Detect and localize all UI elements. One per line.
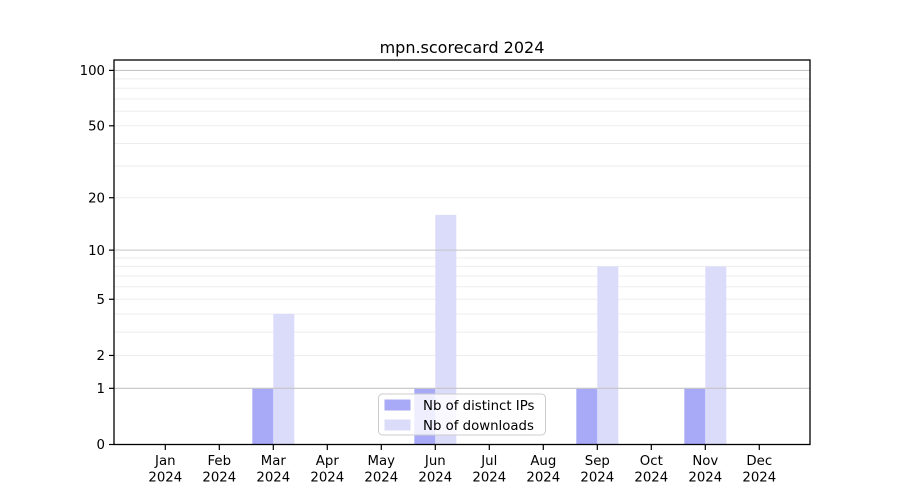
x-tick-label-year-feb-2024: 2024 — [202, 471, 236, 486]
bar-nb-of-downloads-jun-2024 — [435, 214, 457, 445]
x-tick-label-year-jan-2024: 2024 — [148, 471, 182, 486]
x-tick-label-year-aug-2024: 2024 — [526, 471, 560, 486]
legend-swatch-distinct-ips — [384, 399, 411, 411]
plot-frame — [113, 59, 811, 446]
minor-gridlines — [114, 78, 810, 356]
y-tick-label-10: 10 — [88, 244, 105, 259]
bar-nb-of-downloads-nov-2024 — [705, 266, 727, 445]
x-tick-label-year-oct-2024: 2024 — [634, 471, 668, 486]
x-tick-label-year-nov-2024: 2024 — [688, 471, 722, 486]
y-tick-label-0: 0 — [97, 438, 105, 453]
x-tick-label-month-jul-2024: Jul — [480, 454, 497, 469]
y-tick-label-20: 20 — [88, 191, 105, 206]
y-tick-label-2: 2 — [97, 349, 105, 364]
y-tick-label-50: 50 — [88, 119, 105, 134]
y-tick-label-100: 100 — [80, 64, 105, 79]
y-axis: 0 1 2 5 10 20 50 100 — [80, 64, 114, 453]
x-tick-label-year-jul-2024: 2024 — [472, 471, 506, 486]
legend: Nb of distinct IPs Nb of downloads — [378, 393, 546, 436]
legend-label-downloads: Nb of downloads — [423, 419, 534, 434]
legend-swatch-downloads — [384, 419, 411, 431]
major-gridlines — [114, 69, 810, 389]
x-tick-label-year-mar-2024: 2024 — [256, 471, 290, 486]
bar-nb-of-downloads-sep-2024 — [597, 266, 619, 445]
x-tick-label-month-jan-2024: Jan — [154, 454, 176, 469]
x-tick-label-month-sep-2024: Sep — [585, 454, 610, 469]
x-tick-label-month-mar-2024: Mar — [261, 454, 287, 469]
x-tick-label-year-jun-2024: 2024 — [418, 471, 452, 486]
legend-frame — [378, 393, 546, 436]
legend-label-distinct-ips: Nb of distinct IPs — [423, 399, 535, 414]
x-tick-label-month-dec-2024: Dec — [746, 454, 772, 469]
x-tick-label-year-sep-2024: 2024 — [580, 471, 614, 486]
x-tick-label-year-apr-2024: 2024 — [310, 471, 344, 486]
bars — [252, 214, 727, 445]
x-tick-label-year-may-2024: 2024 — [364, 471, 398, 486]
bar-nb-of-distinct-ips-nov-2024 — [684, 388, 706, 445]
x-tick-label-month-aug-2024: Aug — [530, 454, 556, 469]
x-axis: Jan 2024 Feb 2024 Mar 2024 Apr 2024 May 2024 Jun 20… — [148, 444, 776, 486]
chart-title: mpn.scorecard 2024 — [380, 38, 545, 57]
bar-nb-of-distinct-ips-mar-2024 — [252, 388, 274, 445]
x-tick-label-month-apr-2024: Apr — [316, 454, 340, 469]
x-tick-label-month-oct-2024: Oct — [640, 454, 663, 469]
x-tick-label-month-may-2024: May — [368, 454, 396, 469]
bar-nb-of-distinct-ips-sep-2024 — [576, 388, 598, 445]
x-tick-label-month-feb-2024: Feb — [208, 454, 232, 469]
y-tick-label-5: 5 — [97, 293, 105, 308]
y-tick-label-1: 1 — [97, 382, 105, 397]
x-tick-label-month-jun-2024: Jun — [424, 454, 446, 469]
bar-nb-of-downloads-mar-2024 — [273, 314, 295, 445]
x-tick-label-year-dec-2024: 2024 — [742, 471, 776, 486]
x-tick-label-month-nov-2024: Nov — [692, 454, 718, 469]
